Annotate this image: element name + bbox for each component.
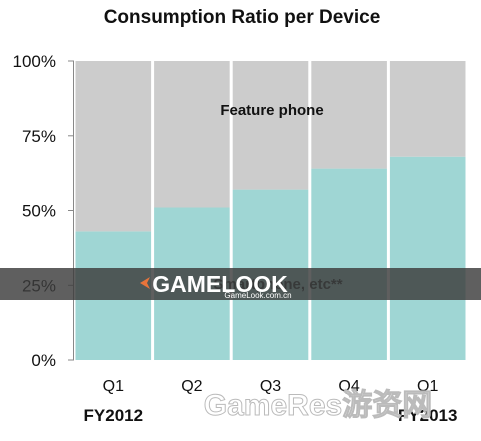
x-tick-label: Q4 [338,378,359,395]
y-tick-label: 0% [31,351,56,370]
y-tick-label: 75% [22,127,56,146]
bar-segment-feature-phone-2 [154,61,230,208]
bar-segment-feature-phone-5 [389,61,466,157]
chart-title: Consumption Ratio per Device [104,7,381,28]
watermark-url: GameLook.com.cn [224,291,291,300]
bar-segment-feature-phone-1 [75,61,152,232]
bar-segment-smartphone-5 [389,156,466,360]
watermark-corner: GameRes游资网 [204,389,432,422]
watermark-brand: GAMELOOK [152,271,288,297]
bar-segment-smartphone-4 [311,168,387,360]
y-tick-label: 50% [22,202,56,221]
y-tick-label: 100% [13,52,56,71]
x-tick-label: Q3 [260,378,281,395]
watermark-band [0,268,481,300]
bar-segment-feature-phone-3 [232,61,309,190]
x-tick-label: Q1 [417,378,438,395]
bar-segment-feature-phone-4 [311,61,387,169]
watermark-logo-icon [140,277,150,289]
fiscal-year-label: FY2013 [398,406,458,425]
fiscal-year-label: FY2012 [84,406,144,425]
x-tick-label: Q2 [181,378,202,395]
series-label-feature-phone: Feature phone [220,102,323,119]
x-tick-label: Q1 [103,378,124,395]
